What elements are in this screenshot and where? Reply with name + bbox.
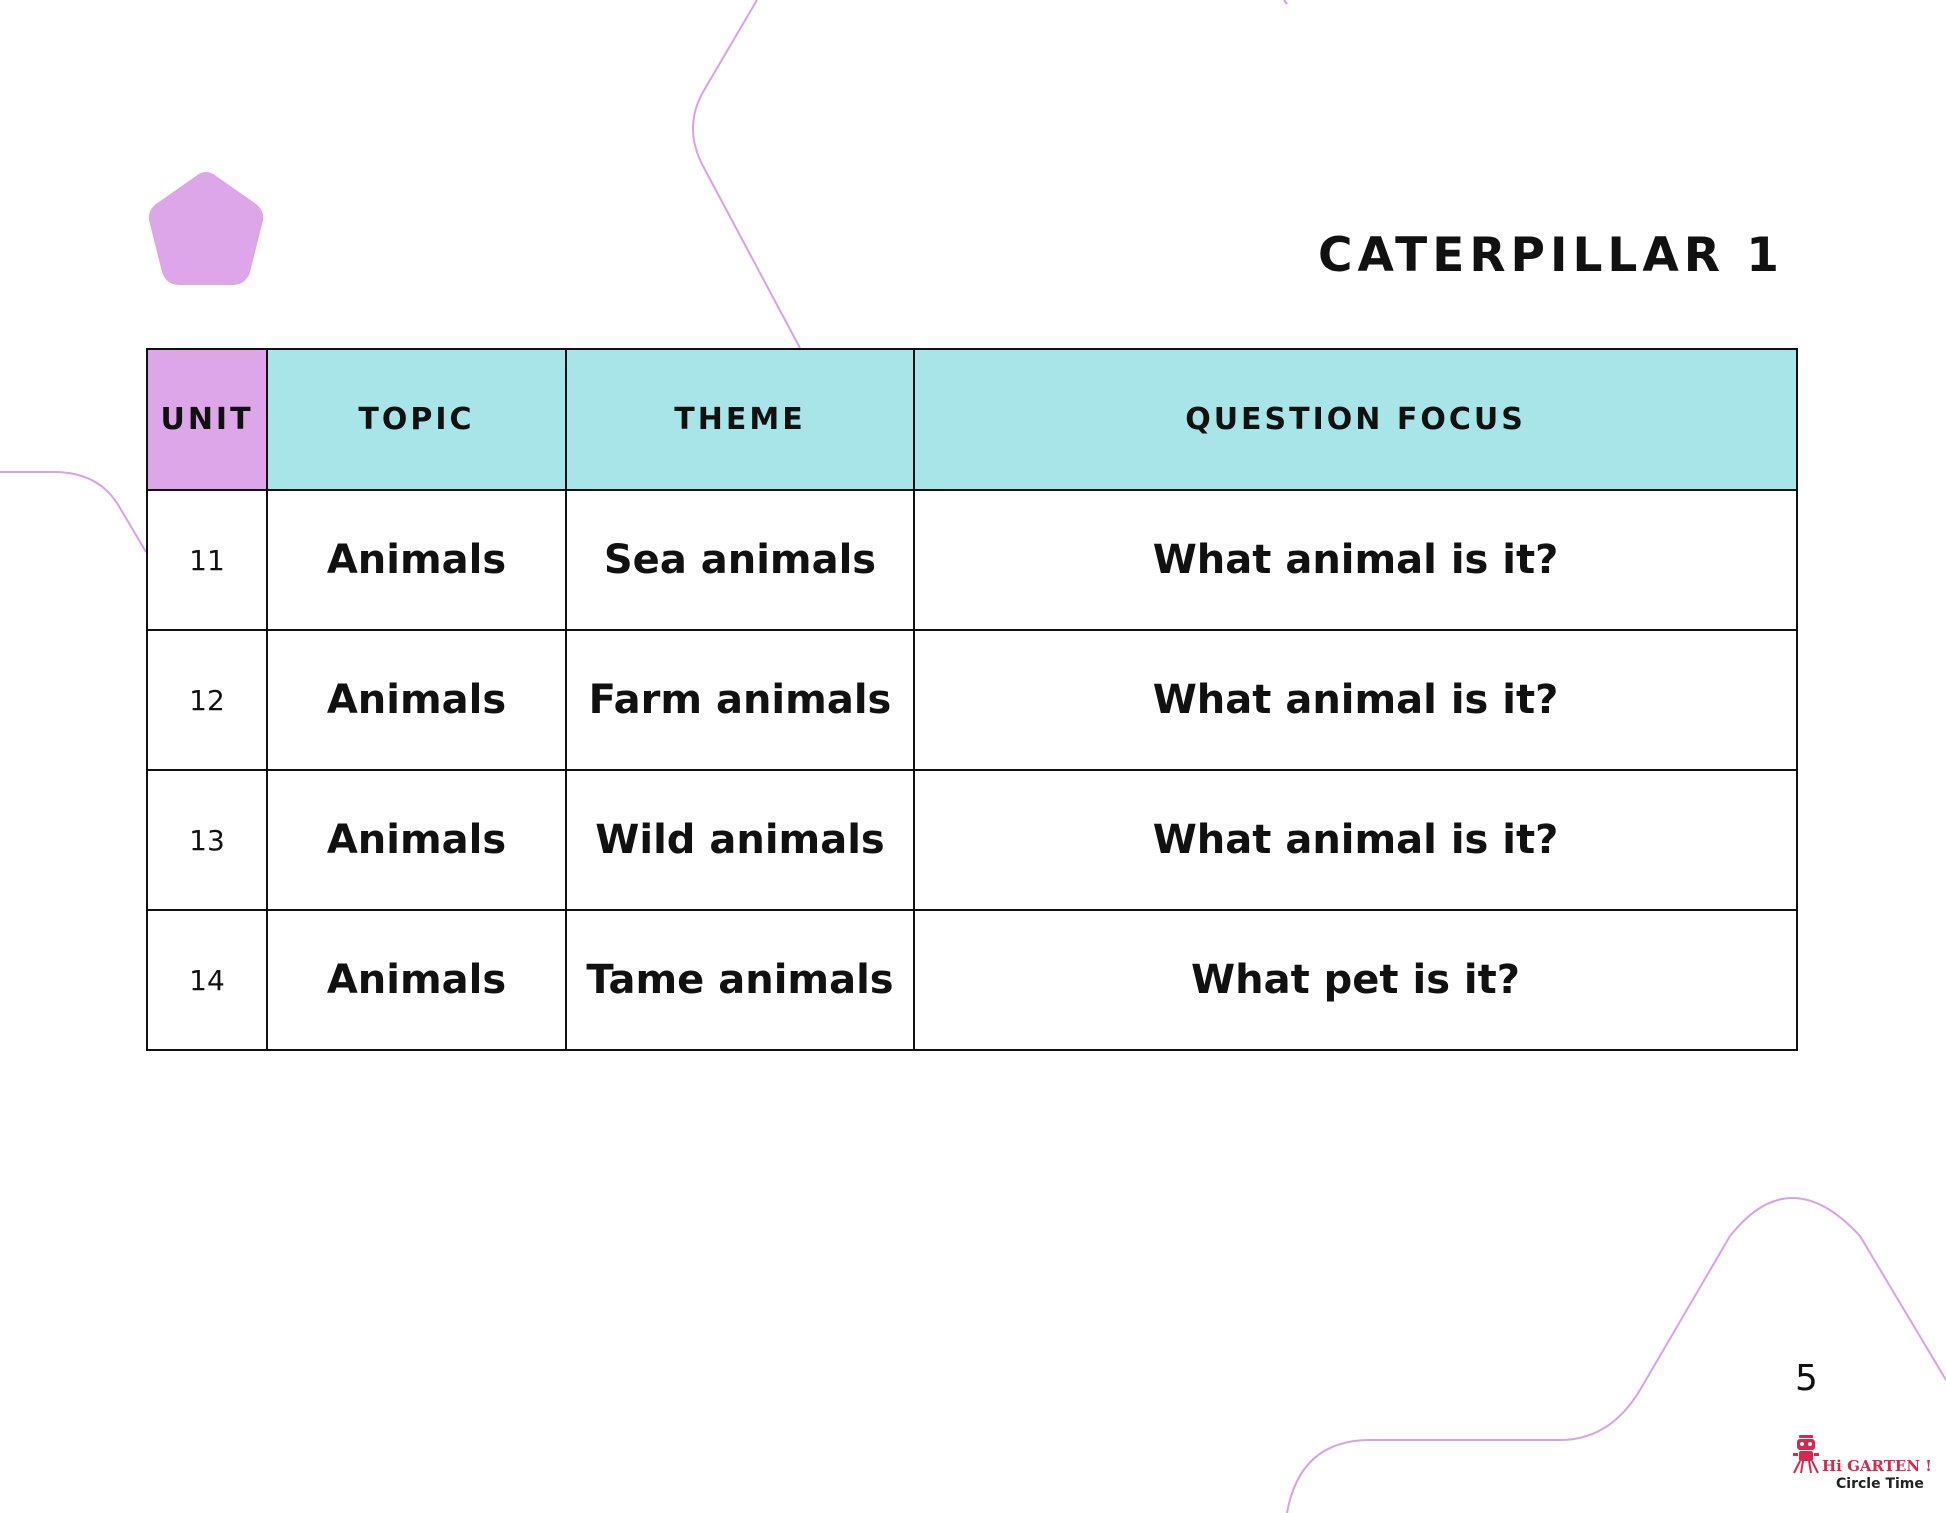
page-number: 5 (1795, 1358, 1818, 1399)
question-focus-cell: What animal is it? (913, 769, 1798, 911)
curriculum-table: UNIT TOPIC THEME QUESTION FOCUS 11 Anima… (146, 348, 1798, 1051)
table-row: 11 Animals Sea animals What animal is it… (146, 489, 1798, 631)
topic-cell: Animals (266, 909, 567, 1051)
topic-cell: Animals (266, 769, 567, 911)
logo-subtitle: Circle Time (1836, 1476, 1924, 1492)
unit-cell: 14 (146, 909, 268, 1051)
question-focus-cell: What animal is it? (913, 489, 1798, 631)
decorative-line-bottom-right (1286, 1197, 1946, 1513)
column-header-topic: TOPIC (266, 348, 567, 491)
robot-icon (1793, 1435, 1819, 1474)
column-header-question-focus: QUESTION FOCUS (913, 348, 1798, 491)
pentagon-shape (148, 172, 264, 285)
decorative-line-left (0, 471, 147, 553)
table-row: 14 Animals Tame animals What pet is it? (146, 909, 1798, 1051)
unit-cell: 11 (146, 489, 268, 631)
curriculum-table-container: UNIT TOPIC THEME QUESTION FOCUS 11 Anima… (146, 348, 1798, 1051)
question-focus-cell: What pet is it? (913, 909, 1798, 1051)
logo-brand-text: Hi GARTEN ! (1822, 1457, 1932, 1475)
table-row: 12 Animals Farm animals What animal is i… (146, 629, 1798, 771)
theme-cell: Sea animals (565, 489, 915, 631)
table-row: 13 Animals Wild animals What animal is i… (146, 769, 1798, 911)
question-focus-cell: What animal is it? (913, 629, 1798, 771)
unit-cell: 13 (146, 769, 268, 911)
theme-cell: Wild animals (565, 769, 915, 911)
unit-cell: 12 (146, 629, 268, 771)
column-header-unit: UNIT (146, 348, 268, 491)
column-header-theme: THEME (565, 348, 915, 491)
brand-logo: Hi GARTEN ! Circle Time (1790, 1433, 1932, 1493)
page-title: CATERPILLAR 1 (1317, 228, 1784, 283)
decorative-line-top-right (1283, 0, 1288, 5)
theme-cell: Farm animals (565, 629, 915, 771)
theme-cell: Tame animals (565, 909, 915, 1051)
topic-cell: Animals (266, 629, 567, 771)
topic-cell: Animals (266, 489, 567, 631)
decorative-line-top (692, 0, 801, 349)
table-header-row: UNIT TOPIC THEME QUESTION FOCUS (146, 348, 1798, 491)
